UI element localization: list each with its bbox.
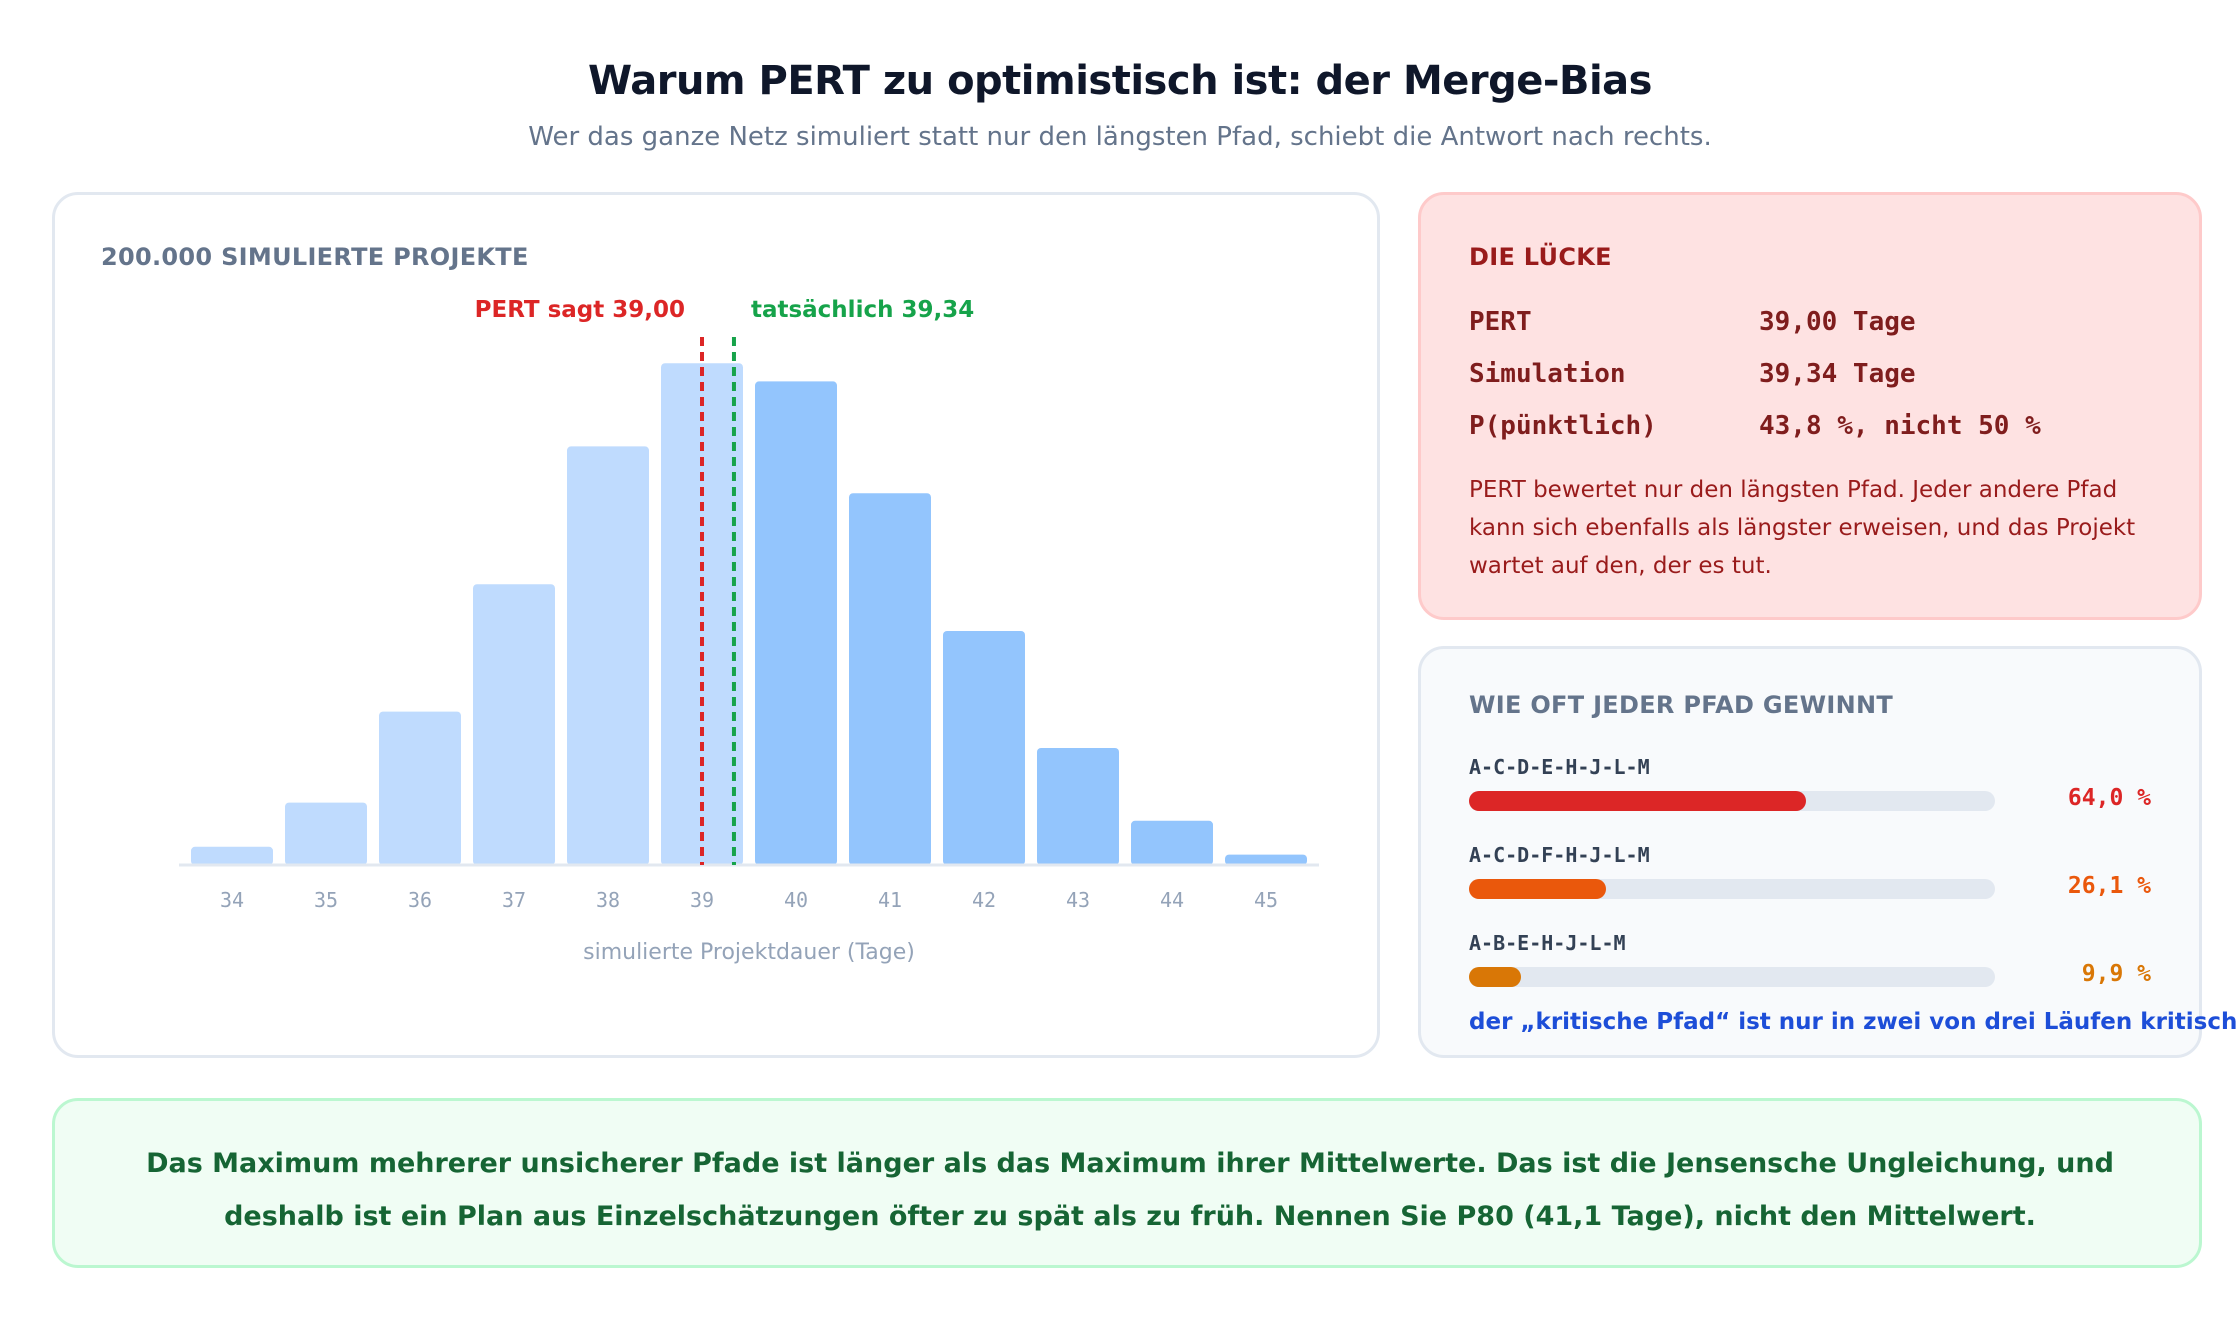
x-tick-label: 42 (972, 888, 996, 912)
paths-footnote: der „kritische Pfad“ ist nur in zwei von… (1469, 1009, 2238, 1035)
paths-card: WIE OFT JEDER PFAD GEWINNT A-C-D-E-H-J-L… (1418, 646, 2237, 1058)
histogram-bar (473, 584, 555, 865)
path-label: A-B-E-H-J-L-M (1469, 931, 1626, 955)
conclusion-text: Das Maximum mehrerer unsicherer Pfade is… (146, 1148, 2114, 1232)
path-share-track (1469, 967, 1995, 987)
histogram-bar (943, 631, 1025, 865)
x-tick-label: 34 (220, 888, 244, 912)
x-tick-label: 37 (502, 888, 526, 912)
histogram-chart: 34 35 36 37 38 39 40 41 42 43 44 45 PERT sagt 39,00 t… (179, 297, 1319, 965)
simulation-marker-label: tatsächlich 39,34 (751, 297, 974, 323)
path-share-bar (1469, 879, 1607, 899)
x-tick-label: 41 (878, 888, 902, 912)
path-share-track (1469, 879, 1995, 899)
paths-heading: WIE OFT JEDER PFAD GEWINNT (1469, 691, 1894, 719)
path-label: A-C-D-F-H-J-L-M (1469, 843, 1650, 867)
pert-marker-label: PERT sagt 39,00 (475, 297, 685, 323)
histogram-bar (1037, 748, 1119, 865)
path-share-value: 26,1 % (2067, 873, 2151, 899)
path-share-value: 64,0 % (2067, 785, 2151, 811)
conclusion-card: Das Maximum mehrerer unsicherer Pfade is… (52, 1098, 2202, 1268)
histogram-card: 200.000 SIMULIERTE PROJEKTE 34 35 36 37 38 39… (52, 192, 1380, 1058)
gap-card: DIE LÜCKE PERT 39,00 Tage Simulation 39,… (1418, 192, 2202, 620)
x-tick-label: 45 (1254, 888, 1278, 912)
x-tick-label: 36 (408, 888, 432, 912)
page-subtitle: Wer das ganze Netz simuliert statt nur d… (528, 122, 1712, 152)
path-share-bar (1469, 967, 1522, 987)
gap-row-label: Simulation (1469, 359, 1626, 389)
histogram-bar (379, 711, 461, 865)
chart-title: 200.000 SIMULIERTE PROJEKTE (101, 243, 529, 271)
gap-heading: DIE LÜCKE (1469, 243, 1612, 271)
x-tick-label: 44 (1160, 888, 1184, 912)
x-tick-label: 40 (784, 888, 808, 912)
histogram-bar (849, 493, 931, 865)
path-label: A-C-D-E-H-J-L-M (1469, 755, 1650, 779)
x-tick-label: 35 (314, 888, 338, 912)
histogram-bar (285, 802, 367, 865)
x-tick-label: 43 (1066, 888, 1090, 912)
path-share-bar (1469, 791, 1806, 811)
gap-row-value: 39,00 Tage (1759, 307, 1916, 337)
page-title: Warum PERT zu optimistisch ist: der Merg… (588, 58, 1652, 104)
gap-row-value: 43,8 %, nicht 50 % (1759, 411, 2041, 441)
x-tick-label: 38 (596, 888, 620, 912)
histogram-bar (1131, 820, 1213, 865)
histogram-bar (567, 446, 649, 865)
gap-row-value: 39,34 Tage (1759, 359, 1916, 389)
gap-explanation: PERT bewertet nur den längsten Pfad. Jed… (1469, 477, 2136, 579)
gap-row-label: PERT (1469, 307, 1532, 337)
histogram-bar (1225, 854, 1307, 865)
x-axis-label: simulierte Projektdauer (Tage) (583, 940, 915, 965)
path-share-value: 9,9 % (2081, 961, 2151, 987)
x-tick-label: 39 (690, 888, 714, 912)
path-share-track (1469, 791, 1995, 811)
gap-row-label: P(pünktlich) (1469, 411, 1657, 441)
histogram-bar (191, 846, 273, 865)
histogram-bar (755, 381, 837, 865)
